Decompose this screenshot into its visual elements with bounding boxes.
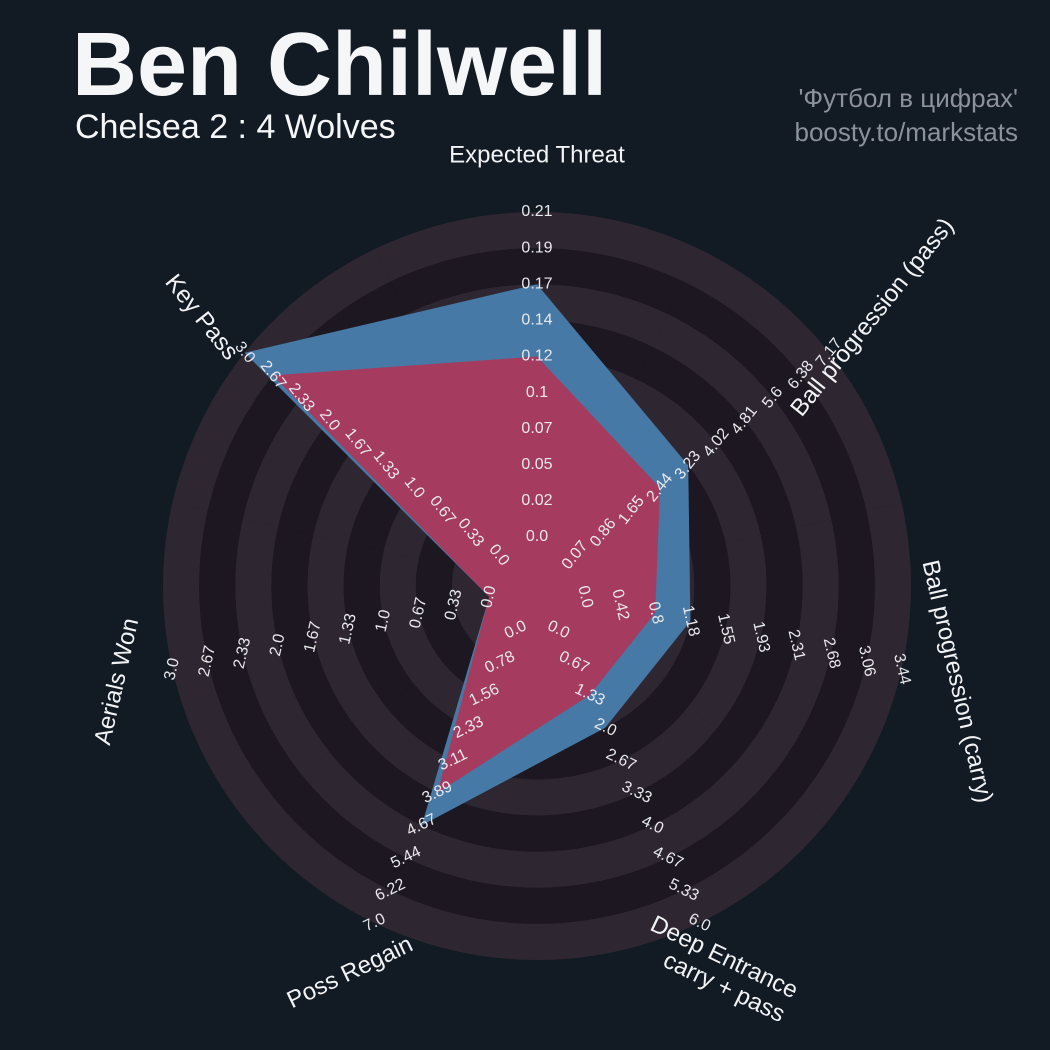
svg-text:Key Pass: Key Pass	[160, 269, 244, 365]
svg-text:0.14: 0.14	[521, 312, 552, 329]
svg-text:Ball progression (pass): Ball progression (pass)	[785, 213, 959, 422]
svg-text:Poss Regain: Poss Regain	[283, 931, 417, 1014]
svg-text:0.0: 0.0	[526, 528, 548, 545]
svg-text:0.12: 0.12	[521, 348, 552, 365]
svg-text:Aerials Won: Aerials Won	[89, 616, 144, 748]
svg-text:0.05: 0.05	[521, 456, 552, 473]
svg-text:0.07: 0.07	[521, 420, 552, 437]
svg-text:0.21: 0.21	[521, 203, 552, 220]
svg-text:Expected Threat: Expected Threat	[449, 141, 625, 168]
svg-text:0.1: 0.1	[526, 384, 548, 401]
svg-text:0.02: 0.02	[521, 492, 552, 509]
svg-text:Ball progression (carry): Ball progression (carry)	[916, 558, 998, 806]
svg-text:0.19: 0.19	[521, 239, 552, 256]
svg-text:0.17: 0.17	[521, 275, 552, 292]
